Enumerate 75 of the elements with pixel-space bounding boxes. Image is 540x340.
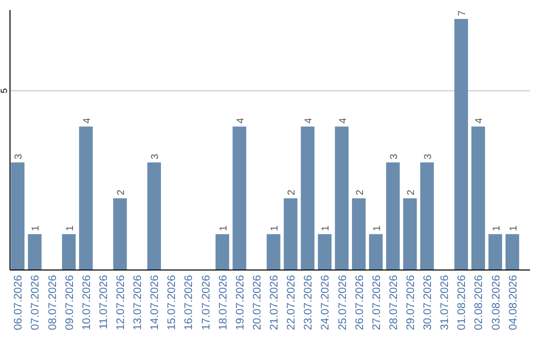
bar (471, 126, 486, 270)
x-tick-label: 29.07.2026 (404, 275, 417, 330)
bar (386, 162, 400, 270)
bar (506, 234, 520, 270)
data-label: 1 (320, 225, 332, 232)
data-label: 4 (474, 118, 486, 124)
data-label: 1 (372, 225, 383, 232)
bar (216, 234, 230, 270)
x-tick-label: 16.07.2026 (183, 275, 196, 330)
x-tick-label: 04.08.2026 (507, 275, 520, 330)
x-tick-label: 28.07.2026 (388, 275, 400, 330)
data-label: 2 (286, 189, 298, 196)
data-label: 1 (30, 225, 42, 232)
data-label: 3 (388, 153, 400, 160)
bar (28, 234, 42, 270)
data-label: 7 (457, 10, 468, 16)
x-tick-label: 18.07.2026 (217, 275, 230, 330)
x-tick-label: 14.07.2026 (149, 275, 162, 330)
x-tick-label: 21.07.2026 (268, 275, 281, 330)
x-tick-label: 02.08.2026 (473, 275, 486, 330)
bar (266, 234, 280, 270)
bar (79, 126, 93, 270)
x-tick-label: 15.07.2026 (166, 275, 178, 330)
bar (284, 198, 298, 270)
bar (403, 198, 417, 270)
x-tick-label: 19.07.2026 (234, 275, 246, 330)
x-tick-label: 25.07.2026 (336, 275, 349, 330)
bar (352, 198, 366, 270)
bar (147, 162, 161, 270)
x-tick-label: 30.07.2026 (422, 275, 434, 330)
bar (488, 234, 502, 270)
data-label: 3 (423, 153, 434, 160)
data-label: 1 (218, 225, 230, 232)
data-label: 1 (508, 225, 520, 232)
x-tick-label: 11.07.2026 (98, 275, 110, 330)
x-tick-label: 20.07.2026 (251, 275, 264, 330)
bar (113, 198, 127, 270)
x-tick-label: 24.07.2026 (320, 275, 332, 330)
x-tick-label: 08.07.2026 (46, 275, 59, 330)
x-tick-label: 12.07.2026 (115, 275, 128, 330)
bar (10, 162, 24, 270)
x-tick-label: 17.07.2026 (200, 275, 212, 330)
x-tick-label: 27.07.2026 (370, 275, 383, 330)
x-tick-label: 23.07.2026 (302, 275, 315, 330)
data-label: 4 (235, 118, 246, 124)
x-tick-label: 31.07.2026 (439, 275, 452, 330)
x-tick-label: 09.07.2026 (64, 275, 76, 330)
data-label: 1 (64, 225, 76, 232)
x-tick-label: 10.07.2026 (80, 275, 93, 330)
x-tick-label: 03.08.2026 (490, 275, 502, 330)
data-label: 3 (14, 153, 25, 160)
data-label: 2 (116, 189, 128, 196)
x-tick-label: 07.07.2026 (30, 275, 42, 330)
x-tick-label: 01.08.2026 (456, 275, 468, 330)
data-label: 2 (354, 189, 366, 196)
data-label: 4 (304, 118, 315, 124)
x-tick-label: 22.07.2026 (286, 275, 298, 330)
data-label: 1 (491, 225, 502, 232)
data-label: 2 (406, 189, 417, 196)
bar (318, 234, 332, 270)
bar (334, 126, 349, 270)
x-tick-label: 26.07.2026 (354, 275, 366, 330)
data-label: 3 (150, 153, 162, 160)
bar (420, 162, 434, 270)
data-label: 4 (82, 118, 93, 124)
bar (232, 126, 246, 270)
data-label: 1 (270, 225, 281, 232)
data-label: 4 (338, 118, 349, 124)
x-tick-label: 13.07.2026 (132, 275, 144, 330)
bar (62, 234, 76, 270)
bar (300, 126, 314, 270)
x-tick-label: 06.07.2026 (12, 275, 25, 330)
bar (454, 18, 468, 270)
y-tick-label: 5 (0, 88, 9, 94)
bar (369, 234, 383, 270)
